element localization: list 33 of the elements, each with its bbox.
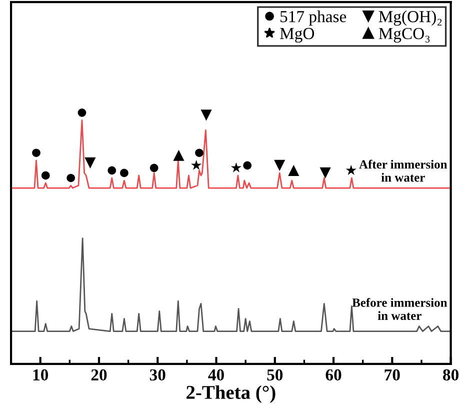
- series-label: After immersion in water: [359, 160, 448, 182]
- point: [274, 160, 286, 171]
- legend-label: 517 phase: [280, 10, 346, 26]
- x-tick-label: 50: [267, 369, 283, 381]
- point: [150, 164, 158, 172]
- point: [346, 164, 356, 175]
- point: [191, 160, 202, 170]
- legend-label: Mg(OH)₂: [378, 10, 442, 26]
- legend-label: MgCO₃: [378, 28, 430, 43]
- point: [230, 162, 242, 172]
- x-tick-label: 20: [91, 369, 107, 381]
- point: [41, 171, 50, 180]
- point: [320, 167, 331, 179]
- legend-label: MgO: [280, 28, 314, 43]
- point: [243, 161, 252, 170]
- point: [195, 148, 204, 158]
- x-tick-label: 10: [33, 369, 48, 381]
- x-tick-label: 70: [384, 369, 400, 381]
- point: [32, 148, 40, 158]
- point: [66, 174, 76, 182]
- point: [173, 150, 184, 161]
- x-tick-label: 40: [208, 369, 224, 381]
- point: [288, 164, 300, 176]
- x-tick-label: 60: [326, 369, 342, 381]
- point: [200, 110, 212, 121]
- x-tick-label: 30: [150, 369, 166, 381]
- point: [78, 108, 86, 117]
- series-label: Before immersion in water: [352, 298, 448, 320]
- point: [84, 157, 96, 168]
- x-axis-title: 2-Theta (°): [186, 385, 276, 403]
- point: [120, 168, 128, 178]
- point: [108, 166, 116, 175]
- x-tick-label: 80: [443, 369, 458, 381]
